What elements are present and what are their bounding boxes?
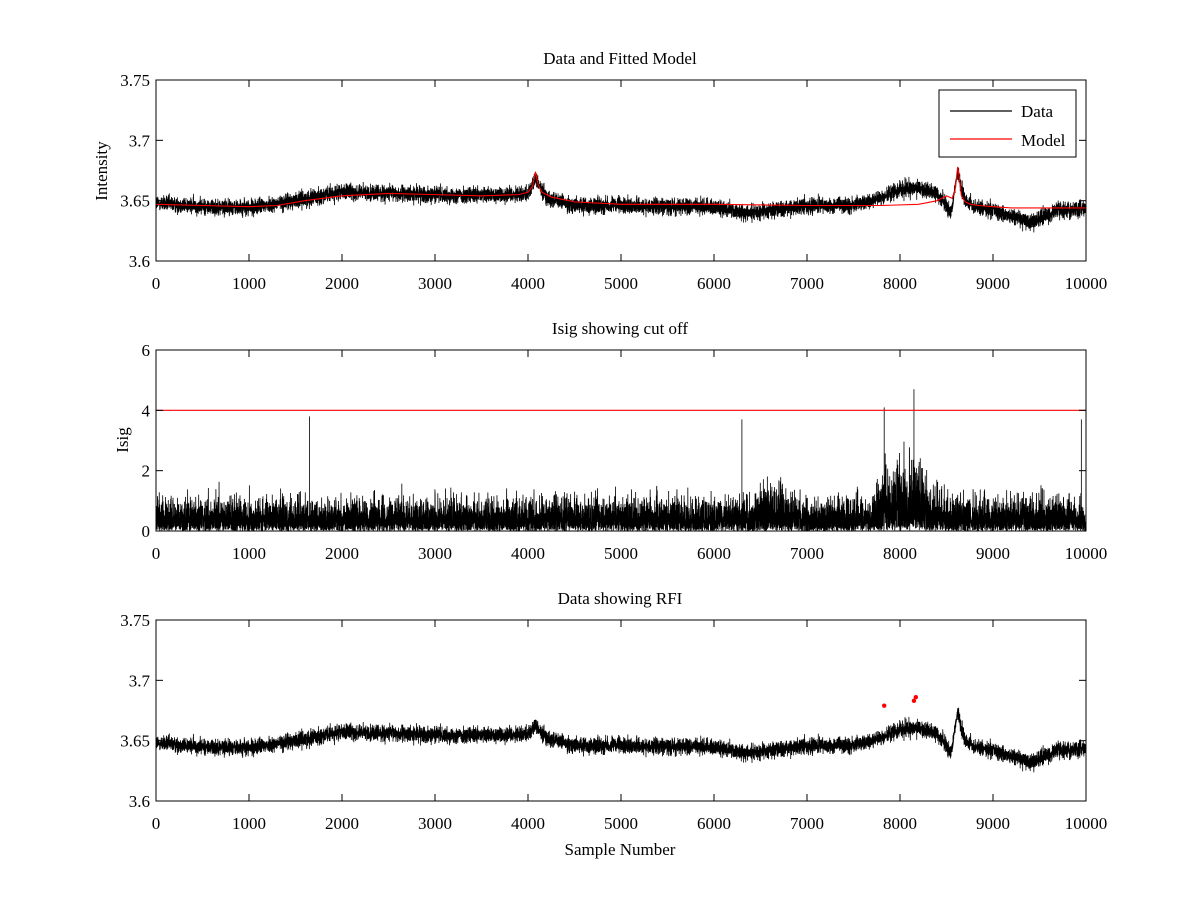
x-tick-label: 9000 — [976, 274, 1010, 293]
x-tick-label: 6000 — [697, 544, 731, 563]
x-tick-label: 3000 — [418, 544, 452, 563]
x-tick-label: 5000 — [604, 544, 638, 563]
y-tick-label: 0 — [142, 522, 151, 541]
x-tick-label: 4000 — [511, 274, 545, 293]
y-tick-label: 3.6 — [129, 252, 150, 271]
y-axis-label: Intensity — [92, 141, 111, 201]
x-tick-label: 3000 — [418, 274, 452, 293]
rfi-marker — [881, 703, 887, 708]
x-tick-label: 10000 — [1065, 544, 1108, 563]
x-tick-label: 4000 — [511, 814, 545, 833]
x-tick-label: 0 — [152, 274, 161, 293]
x-tick-label: 5000 — [604, 274, 638, 293]
x-tick-label: 1000 — [232, 274, 266, 293]
panel-data-and-fitted-model: Data and Fitted Model Intensity 0 1000 200… — [92, 49, 1107, 293]
x-tick-label: 1000 — [232, 814, 266, 833]
legend: Data Model — [938, 89, 1077, 158]
y-tick-label: 3.6 — [129, 792, 150, 811]
x-tick-label: 1000 — [232, 544, 266, 563]
y-tick-label: 4 — [142, 401, 151, 420]
series-line-data — [155, 707, 1087, 773]
x-tick-label: 6000 — [697, 274, 731, 293]
legend-label-data: Data — [1021, 102, 1054, 121]
y-tick-label: 3.75 — [120, 71, 150, 90]
x-tick-label: 2000 — [325, 814, 359, 833]
series-line-data — [155, 167, 1087, 233]
x-tick-label: 10000 — [1065, 814, 1108, 833]
y-tick-label: 2 — [142, 462, 151, 481]
y-axis-label: Isig — [113, 427, 132, 453]
y-tick-label: 3.75 — [120, 611, 150, 630]
y-tick-label: 3.65 — [120, 732, 150, 751]
chart-title: Data showing RFI — [558, 589, 683, 608]
x-tick-label: 7000 — [790, 544, 824, 563]
y-tick-label: 3.7 — [129, 671, 151, 690]
x-tick-label: 7000 — [790, 274, 824, 293]
x-tick-label: 10000 — [1065, 274, 1108, 293]
rfi-marker — [911, 698, 917, 704]
x-tick-label: 4000 — [511, 544, 545, 563]
x-tick-label: 2000 — [325, 274, 359, 293]
x-tick-label: 3000 — [418, 814, 452, 833]
y-tick-label: 3.7 — [129, 131, 151, 150]
legend-box — [938, 89, 1077, 158]
series-line-isig — [155, 389, 1087, 533]
y-tick-label: 3.65 — [120, 192, 150, 211]
x-tick-label: 7000 — [790, 814, 824, 833]
chart-title: Isig showing cut off — [552, 319, 688, 338]
x-tick-label: 9000 — [976, 544, 1010, 563]
x-tick-label: 2000 — [325, 544, 359, 563]
x-tick-label: 0 — [152, 544, 161, 563]
x-tick-label: 0 — [152, 814, 161, 833]
rfi-marker — [913, 695, 919, 700]
y-tick-label: 6 — [142, 341, 151, 360]
x-tick-label: 5000 — [604, 814, 638, 833]
panel-isig-cut-off: Isig showing cut off Isig 0 1000 2000 3000 4… — [113, 319, 1107, 563]
x-tick-label: 8000 — [883, 814, 917, 833]
chart-title: Data and Fitted Model — [543, 49, 697, 68]
series-line-model — [155, 166, 1086, 209]
legend-label-model: Model — [1021, 131, 1066, 150]
x-axis-label: Sample Number — [565, 840, 676, 859]
x-tick-label: 8000 — [883, 544, 917, 563]
x-tick-label: 8000 — [883, 274, 917, 293]
x-tick-label: 6000 — [697, 814, 731, 833]
x-tick-label: 9000 — [976, 814, 1010, 833]
panel-data-showing-rfi: Data showing RFI Sample Number 0 1000 2000… — [120, 589, 1107, 859]
